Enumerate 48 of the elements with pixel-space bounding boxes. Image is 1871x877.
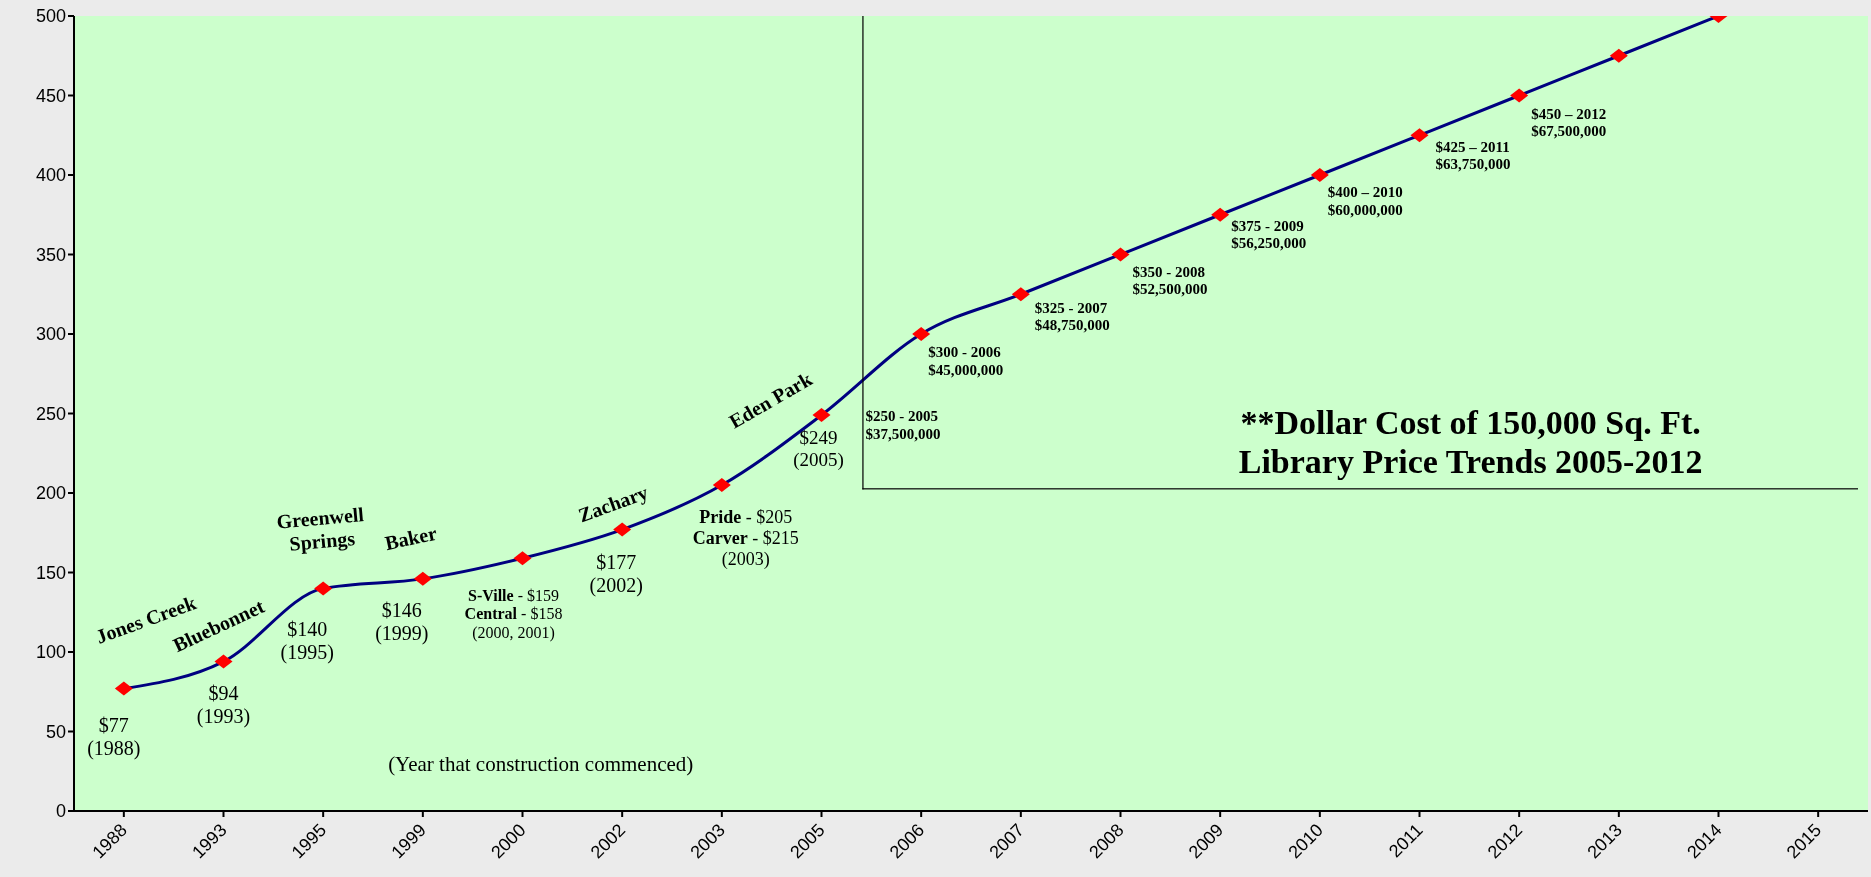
annotation: $350 - 2008 $52,500,000 [1132, 263, 1208, 298]
annotation: Greenwell Springs [275, 503, 366, 556]
y-tick-label: 500 [35, 6, 66, 27]
point [812, 408, 831, 423]
y-tick-label: 100 [35, 642, 66, 663]
annotation: $250 - 2005 $37,500,000 [865, 408, 941, 442]
point [1609, 48, 1628, 63]
annotation: **Dollar Cost of 150,000 Sq. Ft. Library Price Trends 2005-2012 [1238, 403, 1703, 480]
y-tick-label: 350 [35, 244, 66, 265]
point [114, 681, 133, 696]
point [413, 571, 432, 586]
annotation: $77 (1988) [87, 714, 141, 761]
annotation: Zachary [575, 480, 652, 528]
y-tick-label: 450 [35, 85, 66, 106]
point [912, 327, 931, 341]
annotation: $325 - 2007 $48,750,000 [1034, 299, 1110, 333]
annotation: (Year that construction commenced) [388, 751, 694, 776]
annotation: $94 (1993) [196, 682, 251, 729]
y-tick-label: 0 [55, 801, 66, 822]
y-tick-label: 50 [45, 721, 66, 742]
annotation: $146 (1999) [375, 599, 429, 646]
point [1410, 128, 1429, 143]
point [513, 551, 532, 566]
annotation: $450 – 2012 $67,500,000 [1531, 105, 1607, 140]
point [1011, 287, 1030, 302]
point [314, 581, 333, 596]
annotation: $177 (2002) [589, 551, 643, 598]
y-tick-label: 150 [35, 562, 66, 583]
point [1211, 207, 1230, 222]
point [214, 654, 233, 669]
annotation: $425 – 2011 $63,750,000 [1435, 138, 1511, 172]
y-tick-label: 200 [35, 483, 66, 504]
annotation: $300 - 2006 $45,000,000 [928, 344, 1004, 378]
annotation: $249 (2005) [793, 426, 844, 471]
y-tick-label: 300 [35, 324, 66, 345]
y-tick-label: 250 [35, 403, 66, 424]
point [712, 478, 731, 493]
point [613, 522, 632, 537]
annotation: $140 (1995) [280, 617, 334, 664]
annotation: S-Ville - $159 Central - $158 (2000, 2001) [464, 586, 563, 642]
annotation: $375 - 2009 $56,250,000 [1231, 218, 1307, 252]
point [1510, 88, 1529, 103]
point [1111, 247, 1130, 262]
point [1310, 168, 1329, 182]
annotation: Pride - $205 Carver - $215 (2003) [692, 507, 799, 570]
annotation: Baker [383, 521, 439, 555]
y-tick-label: 400 [35, 165, 66, 186]
annotation: $400 – 2010 $60,000,000 [1327, 184, 1403, 218]
